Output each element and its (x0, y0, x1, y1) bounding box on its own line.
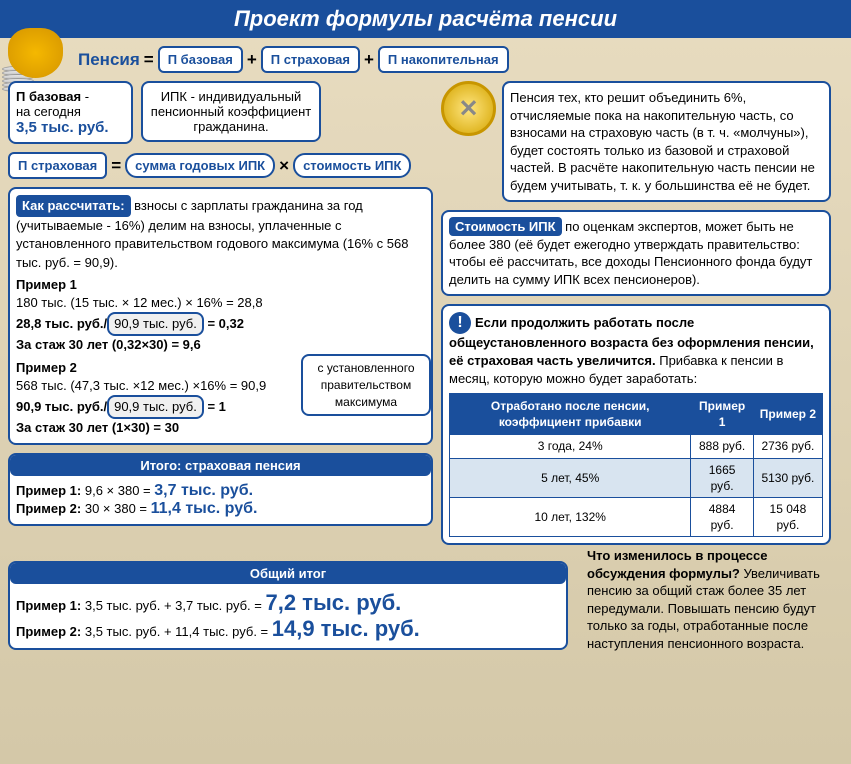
main-formula: Пенсия = П базовая + П страховая + П нак… (78, 46, 843, 73)
work-after-pension-box: !Если продолжить работать после общеуста… (441, 304, 831, 545)
insurance-formula: П страховая = сумма годовых ИПК × стоимо… (8, 152, 433, 179)
page-title: Проект формулы расчёта пенсии (0, 0, 851, 38)
formula-p2: П страховая (261, 46, 360, 73)
right-column: Пенсия тех, кто решит объединить 6%, отч… (441, 81, 831, 553)
gold-ring-icon (441, 81, 496, 136)
max-note: с установленного правительством максимум… (301, 354, 431, 416)
info-6percent: Пенсия тех, кто решит объединить 6%, отч… (502, 81, 831, 202)
formula-p3: П накопительная (378, 46, 509, 73)
purse-icon (8, 28, 63, 78)
grand-total-box: Общий итог Пример 1: 3,5 тыс. руб. + 3,7… (8, 561, 568, 650)
left-column: П базовая - на сегодня 3,5 тыс. руб. ИПК… (8, 81, 433, 553)
formula-p1: П базовая (158, 46, 243, 73)
changes-note: Что изменилось в процессе обсуждения фор… (583, 543, 843, 656)
ipk-definition: ИПК - индивидуальный пенсионный коэффици… (141, 81, 321, 142)
calculation-box: Как рассчитать: взносы с зарплаты гражда… (8, 187, 433, 445)
table-row: 3 года, 24%888 руб.2736 руб. (450, 435, 823, 458)
subtotal-box: Итого: страховая пенсия Пример 1: 9,6 × … (8, 453, 433, 526)
ipk-cost-box: Стоимость ИПК по оценкам экспертов, може… (441, 210, 831, 296)
formula-lhs: Пенсия (78, 50, 140, 70)
table-row: 10 лет, 132%4884 руб.15 048 руб. (450, 498, 823, 537)
base-box: П базовая - на сегодня 3,5 тыс. руб. (8, 81, 133, 144)
content: Пенсия = П базовая + П страховая + П нак… (0, 38, 851, 658)
table-row: 5 лет, 45%1665 руб.5130 руб. (450, 458, 823, 497)
exclamation-icon: ! (449, 312, 471, 334)
bonus-table: Отработано после пенсии, коэффициент при… (449, 393, 823, 537)
